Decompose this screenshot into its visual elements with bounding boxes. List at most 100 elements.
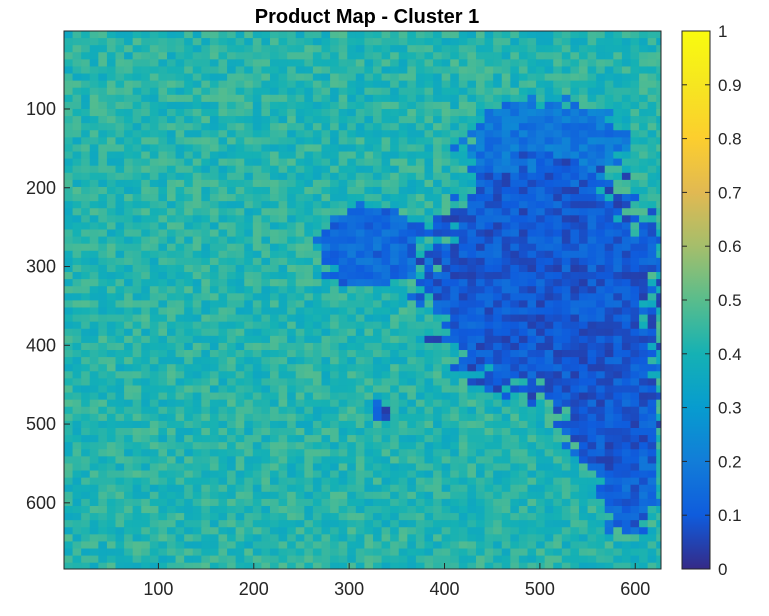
heatmap-cell: [124, 307, 134, 316]
heatmap-cell: [553, 130, 563, 138]
heatmap-cell: [561, 350, 571, 358]
heatmap-cell: [141, 59, 151, 68]
heatmap-cell: [415, 498, 426, 507]
heatmap-cell: [141, 428, 151, 436]
heatmap-cell: [218, 87, 228, 96]
heatmap-cell: [493, 151, 503, 160]
heatmap-cell: [175, 130, 185, 138]
heatmap-cell: [527, 364, 537, 372]
heatmap-cell: [167, 385, 177, 394]
heatmap-cell: [72, 194, 82, 202]
heatmap-cell: [218, 505, 228, 514]
heatmap-cell: [630, 513, 640, 521]
heatmap-cell: [175, 406, 185, 415]
heatmap-cell: [64, 293, 74, 301]
heatmap-cell: [304, 527, 314, 535]
heatmap-cell: [621, 498, 632, 507]
heatmap-cell: [235, 420, 245, 429]
heatmap-cell: [209, 144, 220, 153]
heatmap-cell: [407, 179, 417, 188]
heatmap-cell: [235, 406, 245, 415]
heatmap-cell: [553, 385, 563, 394]
heatmap-cell: [89, 321, 99, 330]
heatmap-cell: [527, 456, 537, 465]
heatmap-cell: [98, 350, 108, 358]
heatmap-cell: [613, 385, 623, 394]
heatmap-cell: [64, 272, 74, 280]
heatmap-cell: [467, 385, 477, 394]
heatmap-cell: [647, 208, 657, 216]
heatmap-cell: [124, 80, 134, 89]
heatmap-cell: [252, 116, 263, 124]
heatmap-cell: [501, 456, 511, 465]
heatmap-cell: [561, 73, 571, 82]
heatmap-cell: [201, 87, 211, 96]
heatmap-cell: [184, 314, 194, 323]
heatmap-cell: [441, 428, 451, 436]
heatmap-cell: [192, 371, 202, 379]
heatmap-cell: [252, 94, 263, 103]
heatmap-cell: [570, 520, 580, 528]
heatmap-cell: [115, 300, 125, 309]
heatmap-cell: [355, 456, 365, 465]
heatmap-cell: [261, 406, 271, 415]
heatmap-cell: [561, 87, 571, 96]
heatmap-cell: [501, 101, 511, 110]
heatmap-cell: [287, 342, 297, 351]
heatmap-cell: [158, 144, 168, 153]
heatmap-cell: [295, 364, 305, 372]
heatmap-cell: [467, 392, 477, 401]
heatmap-cell: [98, 335, 108, 344]
heatmap-cell: [630, 342, 640, 351]
heatmap-cell: [544, 130, 554, 138]
heatmap-cell: [647, 371, 657, 379]
heatmap-cell: [407, 498, 417, 507]
heatmap-cell: [347, 293, 357, 301]
heatmap-cell: [433, 123, 443, 131]
heatmap-cell: [132, 364, 142, 372]
heatmap-cell: [149, 229, 160, 238]
heatmap-cell: [64, 38, 74, 46]
heatmap-cell: [98, 406, 108, 415]
heatmap-cell: [561, 59, 571, 68]
heatmap-cell: [647, 520, 657, 528]
heatmap-cell: [201, 378, 211, 387]
heatmap-cell: [295, 179, 305, 188]
heatmap-cell: [407, 342, 417, 351]
heatmap-cell: [287, 420, 297, 429]
heatmap-cell: [458, 505, 468, 514]
heatmap-cell: [184, 293, 194, 301]
heatmap-cell: [167, 194, 177, 202]
heatmap-cell: [149, 286, 160, 294]
heatmap-cell: [287, 364, 297, 372]
heatmap-cell: [218, 257, 228, 266]
heatmap-cell: [287, 371, 297, 379]
heatmap-cell: [510, 456, 520, 465]
heatmap-cell: [252, 66, 263, 75]
heatmap-cell: [381, 484, 391, 493]
heatmap-cell: [89, 293, 99, 301]
heatmap-cell: [433, 279, 443, 287]
heatmap-cell: [149, 491, 160, 500]
heatmap-cell: [364, 66, 374, 75]
heatmap-cell: [261, 513, 271, 521]
heatmap-cell: [98, 201, 108, 209]
heatmap-cell: [141, 513, 151, 521]
heatmap-cell: [424, 420, 434, 429]
heatmap-cell: [553, 123, 563, 131]
heatmap-cell: [407, 385, 417, 394]
heatmap-cell: [604, 250, 614, 259]
heatmap-cell: [209, 420, 220, 429]
heatmap-cell: [278, 342, 288, 351]
heatmap-cell: [441, 350, 451, 358]
heatmap-cell: [501, 45, 511, 53]
heatmap-cell: [501, 73, 511, 82]
heatmap-cell: [89, 335, 99, 344]
heatmap-cell: [158, 272, 168, 280]
heatmap-cell: [201, 442, 211, 450]
heatmap-cell: [458, 179, 468, 188]
heatmap-cell: [501, 257, 511, 266]
heatmap-cell: [639, 179, 649, 188]
heatmap-cell: [244, 527, 254, 535]
heatmap-cell: [235, 413, 245, 422]
